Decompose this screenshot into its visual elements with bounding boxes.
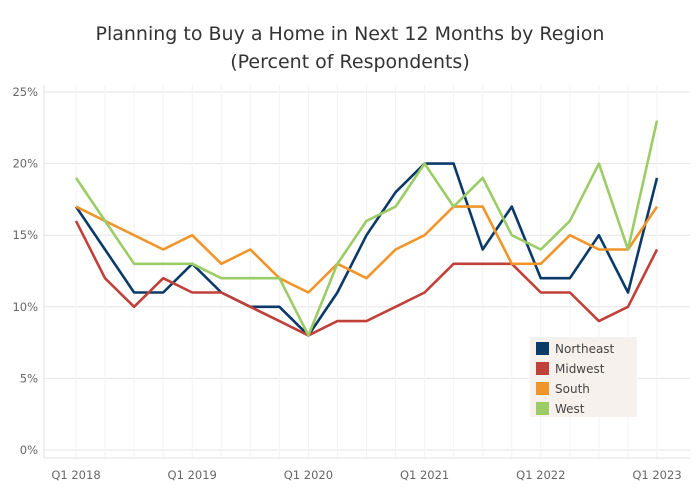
- legend-label-south: South: [555, 382, 590, 396]
- x-axis-tick-labels: Q1 2018 Q1 2019 Q1 2020 Q1 2021 Q1 2022 Q1 20…: [51, 468, 681, 482]
- y-tick-label: 25%: [12, 85, 38, 99]
- x-tick-label: Q1 2019: [168, 468, 217, 482]
- y-tick-label: 5%: [20, 371, 38, 385]
- y-tick-label: 0%: [20, 443, 38, 457]
- series-lines: [74, 120, 659, 337]
- legend: Northeast Midwest South West: [530, 337, 637, 417]
- series-line-west: [74, 120, 659, 337]
- y-tick-label: 15%: [12, 228, 38, 242]
- x-tick-label: Q1 2020: [284, 468, 333, 482]
- legend-swatch-midwest: [536, 362, 549, 375]
- legend-label-northeast: Northeast: [555, 342, 615, 356]
- y-tick-label: 20%: [12, 157, 38, 171]
- y-axis-tick-labels: 0% 5% 10% 15% 20% 25%: [12, 85, 38, 457]
- x-tick-label: Q1 2022: [516, 468, 565, 482]
- legend-swatch-northeast: [536, 342, 549, 355]
- legend-swatch-south: [536, 382, 549, 395]
- series-line-midwest: [74, 220, 659, 337]
- chart-subtitle: (Percent of Respondents): [230, 51, 470, 73]
- legend-label-west: West: [555, 402, 585, 416]
- y-tick-label: 10%: [12, 300, 38, 314]
- x-tick-label: Q1 2021: [400, 468, 449, 482]
- legend-label-midwest: Midwest: [555, 362, 605, 376]
- chart-title: Planning to Buy a Home in Next 12 Months…: [96, 23, 605, 45]
- series-line-south: [75, 205, 659, 294]
- x-tick-label: Q1 2023: [632, 468, 681, 482]
- x-tick-label: Q1 2018: [51, 468, 100, 482]
- legend-swatch-west: [536, 402, 549, 415]
